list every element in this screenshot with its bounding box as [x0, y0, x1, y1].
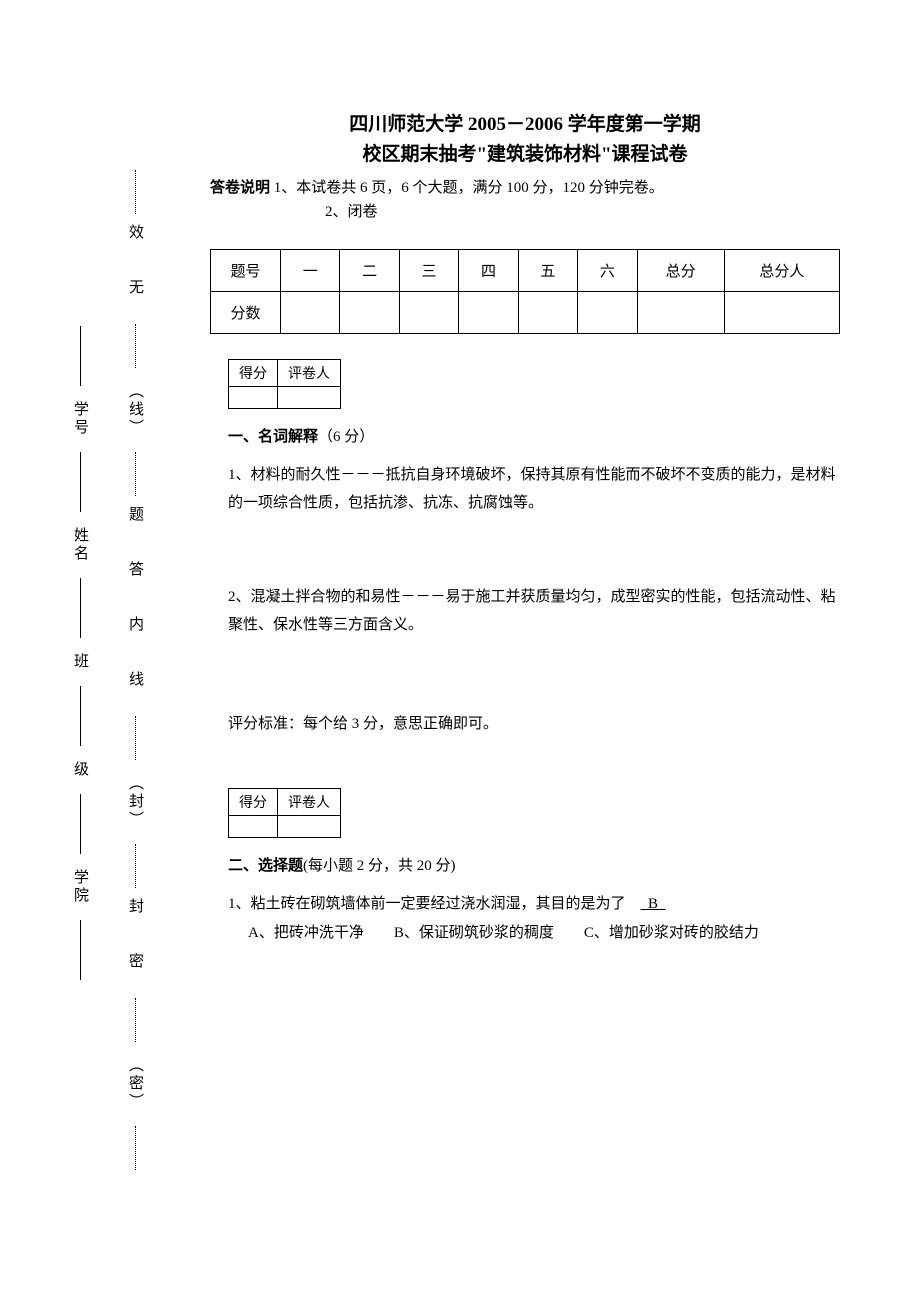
td-cell — [518, 291, 577, 333]
outer-label-column: 学院 级 班 姓名 学号 — [70, 180, 91, 980]
section2-title: 二、选择题(每小题 2 分，共 20 分) — [228, 853, 840, 880]
choice-b: B、保证砌筑砂浆的稠度 — [394, 925, 554, 941]
seal-char: 效 — [125, 224, 146, 259]
marker-xian: （线） — [125, 383, 146, 437]
th-label: 题号 — [211, 249, 281, 291]
table-row — [229, 816, 341, 838]
grader-person-cell — [278, 386, 341, 408]
inner-seal-column: （密） 密 封 （封） 线 内 答 题 （线） 无 效 — [125, 170, 146, 1170]
section1-q1: 1、材料的耐久性－－－抵抗自身环境破坏，保持其原有性能而不破坏不变质的能力，是材… — [228, 461, 840, 518]
seal-char: 内 — [125, 616, 146, 651]
td-cell — [340, 291, 399, 333]
td-cell — [637, 291, 724, 333]
seal-char: 密 — [125, 953, 146, 988]
label-ban: 班 — [70, 653, 91, 671]
section1-title: 一、名词解释（6 分） — [228, 424, 840, 451]
seal-char: 无 — [125, 279, 146, 314]
label-xingming: 姓名 — [70, 527, 91, 563]
seal-char: 线 — [125, 671, 146, 706]
grader-score-header: 得分 — [229, 789, 278, 816]
q1-choices: A、把砖冲洗干净 B、保证砌筑砂浆的稠度 C、增加砂浆对砖的胶结力 — [228, 919, 840, 948]
instruction-2: 2、闭卷 — [210, 200, 840, 224]
td-cell — [399, 291, 458, 333]
grader-score-cell — [229, 386, 278, 408]
score-table: 题号 一 二 三 四 五 六 总分 总分人 分数 — [210, 249, 840, 334]
seal-char: 封 — [125, 898, 146, 933]
th-col: 一 — [281, 249, 340, 291]
instruction-1: 1、本试卷共 6 页，6 个大题，满分 100 分，120 分钟完卷。 — [270, 180, 664, 196]
title-line2: 校区期末抽考"建筑装饰材料"课程试卷 — [210, 140, 840, 170]
td-label: 分数 — [211, 291, 281, 333]
grader-table: 得分 评卷人 — [228, 788, 341, 838]
th-col: 六 — [578, 249, 637, 291]
th-col: 四 — [459, 249, 518, 291]
seal-char: 答 — [125, 561, 146, 596]
table-row: 得分 评卷人 — [229, 359, 341, 386]
td-cell — [578, 291, 637, 333]
th-col: 总分人 — [724, 249, 839, 291]
exam-title: 四川师范大学 2005－2006 学年度第一学期 校区期末抽考"建筑装饰材料"课… — [210, 110, 840, 171]
table-row: 分数 — [211, 291, 840, 333]
section1-title-bold: 一、名词解释 — [228, 429, 318, 445]
section1-title-rest: （6 分） — [318, 429, 374, 445]
binding-sidebar: 学院 级 班 姓名 学号 （密） 密 封 （封） 线 内 答 题 （线） 无 效 — [70, 170, 190, 1170]
grader-person-cell — [278, 816, 341, 838]
main-content: 四川师范大学 2005－2006 学年度第一学期 校区期末抽考"建筑装饰材料"课… — [210, 110, 840, 957]
q1-answer: B — [626, 896, 681, 912]
th-col: 五 — [518, 249, 577, 291]
section2-title-rest: (每小题 2 分，共 20 分) — [303, 858, 456, 874]
marker-mi: （密） — [125, 1057, 146, 1111]
table-row: 得分 评卷人 — [229, 789, 341, 816]
table-row: 题号 一 二 三 四 五 六 总分 总分人 — [211, 249, 840, 291]
section1-q2: 2、混凝土拌合物的和易性－－－易于施工并获质量均匀，成型密实的性能，包括流动性、… — [228, 583, 840, 640]
th-col: 总分 — [637, 249, 724, 291]
marker-feng: （封） — [125, 775, 146, 829]
q1-text: 1、粘土砖在砌筑墙体前一定要经过浇水润湿，其目的是为了 — [228, 896, 626, 912]
label-xuehao: 学号 — [70, 401, 91, 437]
grader-score-header: 得分 — [229, 359, 278, 386]
grader-person-header: 评卷人 — [278, 359, 341, 386]
th-col: 三 — [399, 249, 458, 291]
section2-title-bold: 二、选择题 — [228, 858, 303, 874]
seal-char: 题 — [125, 506, 146, 541]
choice-c: C、增加砂浆对砖的胶结力 — [584, 925, 759, 941]
section2-q1: 1、粘土砖在砌筑墙体前一定要经过浇水润湿，其目的是为了 B A、把砖冲洗干净 B、… — [228, 890, 840, 947]
grader-table: 得分 评卷人 — [228, 359, 341, 409]
th-col: 二 — [340, 249, 399, 291]
choice-a: A、把砖冲洗干净 — [248, 925, 364, 941]
table-row — [229, 386, 341, 408]
label-xueyuan: 学院 — [70, 869, 91, 905]
instructions: 答卷说明 1、本试卷共 6 页，6 个大题，满分 100 分，120 分钟完卷。… — [210, 176, 840, 224]
td-cell — [281, 291, 340, 333]
td-cell — [459, 291, 518, 333]
grader-score-cell — [229, 816, 278, 838]
instructions-label: 答卷说明 — [210, 180, 270, 196]
grader-person-header: 评卷人 — [278, 789, 341, 816]
section1-criteria: 评分标准：每个给 3 分，意思正确即可。 — [228, 710, 840, 739]
td-cell — [724, 291, 839, 333]
title-line1: 四川师范大学 2005－2006 学年度第一学期 — [210, 110, 840, 140]
label-ji: 级 — [70, 761, 91, 779]
